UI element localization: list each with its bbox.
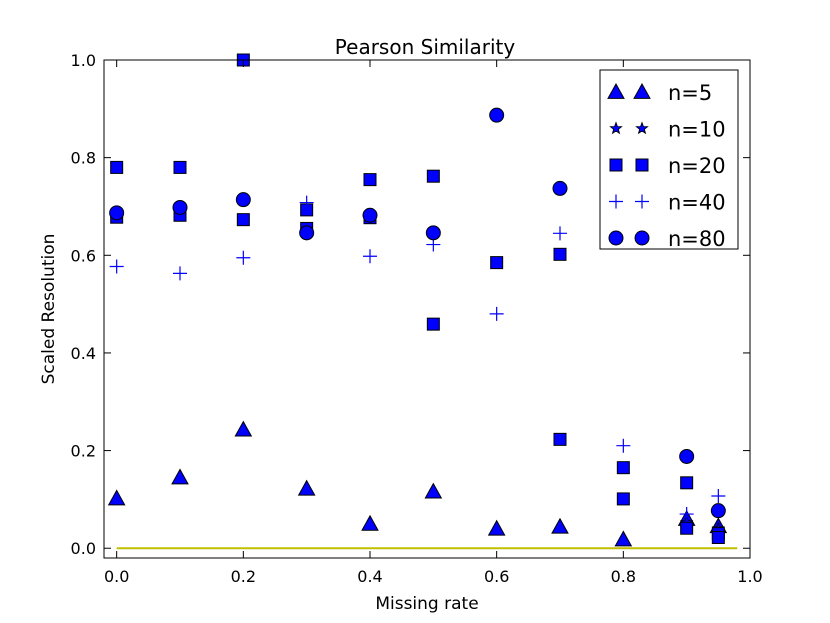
legend-marker: [635, 121, 649, 135]
data-point-n-20: [426, 169, 440, 183]
plot-frame: [103, 59, 751, 559]
data-point-n-20: [553, 432, 567, 446]
data-point-n-40: [363, 249, 377, 264]
data-point-n-20: [490, 256, 504, 270]
data-point-n-5: [551, 517, 569, 534]
data-point-n-40: [711, 488, 726, 503]
data-point-n-80: [489, 107, 505, 123]
x-tick-label: 0.6: [484, 567, 509, 586]
x-tick-label: 0.2: [231, 567, 256, 586]
x-axis-title: Missing rate: [375, 594, 478, 614]
data-point-n-20: [616, 461, 630, 475]
data-point-n-20: [616, 492, 630, 506]
data-point-n-40: [109, 259, 124, 274]
y-tick-label: 0.8: [71, 149, 96, 168]
data-point-n-20: [363, 173, 377, 187]
data-point-n-40: [553, 226, 567, 241]
data-point-n-20: [236, 213, 250, 227]
legend: n=5 n=10 n=20 n=40 n=80: [599, 69, 739, 251]
data-point-n-80: [299, 225, 315, 241]
legend-marker: [608, 230, 624, 246]
x-tick-label: 0.4: [357, 567, 382, 586]
data-point-n-20: [553, 247, 567, 261]
x-tick-label: 0.0: [104, 567, 129, 586]
data-point-n-40: [679, 507, 694, 522]
data-point-n-80: [552, 180, 568, 196]
data-point-n-80: [109, 205, 125, 221]
y-tick-label: 0.2: [71, 442, 96, 461]
data-point-n-40: [489, 306, 504, 321]
data-point-n-40: [616, 438, 631, 453]
data-point-n-40: [299, 195, 314, 210]
data-point-n-80: [710, 503, 726, 519]
x-tick-label: 0.8: [611, 567, 636, 586]
legend-marker: [635, 158, 649, 172]
data-point-n-20: [426, 317, 440, 331]
data-point-n-5: [361, 514, 379, 531]
data-point-n-80: [362, 207, 378, 223]
data-point-n-80: [425, 225, 441, 241]
legend-marker: [609, 158, 623, 172]
data-point-n-5: [297, 479, 316, 496]
data-point-n-5: [234, 420, 253, 437]
data-point-n-40: [236, 250, 251, 265]
legend-marker: [634, 230, 650, 246]
x-tick-label: 1.0: [737, 567, 762, 586]
legend-box: [599, 69, 739, 250]
data-point-n-20: [680, 476, 694, 490]
data-point-n-5: [171, 468, 189, 485]
legend-label: n=20: [668, 154, 726, 178]
data-point-n-80: [679, 448, 695, 464]
legend-label: n=10: [668, 118, 726, 142]
data-point-n-20: [680, 521, 694, 535]
data-point-n-5: [107, 489, 126, 506]
y-tick-label: 0.6: [71, 246, 96, 265]
legend-label: n=40: [668, 191, 726, 215]
legend-marker: [635, 194, 649, 209]
y-axis-title: Scaled Resolution: [39, 234, 59, 385]
legend-label: n=80: [668, 227, 726, 251]
y-tick-label: 0.4: [71, 344, 96, 363]
data-point-n-80: [235, 192, 251, 208]
legend-marker: [609, 194, 623, 209]
chart-title: Pearson Similarity: [335, 35, 516, 59]
data-point-n-40: [173, 266, 187, 281]
y-tick-label: 1.0: [71, 51, 96, 70]
legend-label: n=5: [668, 81, 712, 105]
legend-marker: [607, 82, 625, 99]
data-point-n-5: [487, 519, 506, 536]
data-point-n-20: [173, 160, 187, 174]
legend-marker: [633, 82, 651, 99]
data-point-n-20: [711, 530, 725, 544]
y-tick-label: 0.0: [71, 539, 96, 558]
data-point-n-5: [424, 482, 443, 499]
data-point-n-5: [614, 530, 633, 547]
data-point-n-20: [110, 160, 124, 174]
legend-marker: [609, 121, 623, 135]
data-point-n-80: [172, 199, 188, 215]
